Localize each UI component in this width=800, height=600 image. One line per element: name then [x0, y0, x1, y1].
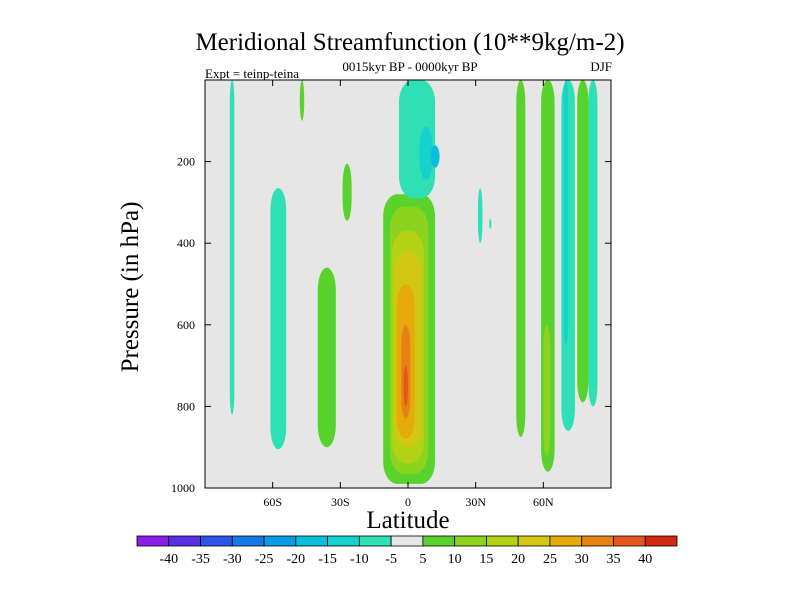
- colorbar-swatch: [295, 535, 328, 547]
- colorbar-label: 25: [543, 552, 557, 567]
- colorbar-swatch: [486, 535, 519, 547]
- colorbar-label: 40: [638, 552, 652, 567]
- colorbar-label: 30: [575, 552, 589, 567]
- colorbar-swatch: [644, 535, 678, 547]
- contour-cell-80n-pos: [577, 80, 589, 403]
- colorbar-swatch: [136, 535, 170, 547]
- contour-cell-50n-pos: [516, 80, 526, 437]
- contour-cell-upper-small: [299, 80, 305, 121]
- colorbar-label: 5: [419, 552, 426, 567]
- x-axis-label: Latitude: [366, 507, 449, 534]
- colorbar-swatch: [613, 535, 646, 547]
- y-tick-label: 800: [177, 399, 195, 413]
- colorbar: -40 -35 -30 -25 -20 -15 -10 -5 5 10 15 20 25 30 35 40: [136, 535, 678, 567]
- colorbar-swatch: [390, 535, 424, 547]
- contour-cell-upper-tropic-neg3: [430, 145, 440, 168]
- colorbar-label: -35: [191, 552, 210, 567]
- colorbar-label: -40: [159, 552, 178, 567]
- contour-cell-30s-upper: [342, 163, 352, 221]
- y-tick-label: 200: [177, 155, 195, 169]
- chart-subtitle: 0015kyr BP - 0000kyr BP: [342, 59, 477, 74]
- colorbar-label: 35: [606, 552, 620, 567]
- colorbar-label: 15: [479, 552, 493, 567]
- colorbar-label: 10: [448, 552, 462, 567]
- colorbar-swatch: [517, 535, 551, 547]
- colorbar-swatch: [327, 535, 360, 547]
- contour-cell-sh-upper-left: [229, 80, 235, 415]
- colorbar-swatch: [454, 535, 487, 547]
- colorbar-swatch: [358, 535, 392, 547]
- y-axis-label: Pressure (in hPa): [117, 202, 144, 373]
- season-label: DJF: [590, 59, 612, 74]
- colorbar-label: -5: [385, 552, 397, 567]
- chart-title: Meridional Streamfunction (10**9kg/m-2): [195, 29, 624, 56]
- contour-cell-30n-neg-dot: [489, 218, 492, 229]
- experiment-label: Expt = teinp-teina: [205, 66, 299, 81]
- plot-area: 60S 30S 0 30N 60N 200 400 600 800 1000: [171, 79, 612, 509]
- colorbar-label: -25: [255, 552, 274, 567]
- contour-cell-30n-neg: [477, 188, 483, 244]
- y-tick-label: 400: [177, 236, 195, 250]
- colorbar-swatch: [581, 535, 614, 547]
- x-tick-label: 60S: [263, 495, 282, 509]
- colorbar-swatch: [168, 535, 201, 547]
- contour-cell-70n-neg2: [563, 80, 569, 346]
- contour-cell-60n-pos2: [543, 324, 551, 456]
- contour-cell-60s-column: [270, 188, 287, 450]
- colorbar-swatch: [200, 535, 233, 547]
- x-tick-label: 30S: [331, 495, 350, 509]
- y-tick-label: 1000: [171, 481, 195, 495]
- colorbar-label: -30: [223, 552, 242, 567]
- y-tick-label: 600: [177, 318, 195, 332]
- colorbar-swatch: [549, 535, 583, 547]
- colorbar-swatch: [422, 535, 456, 547]
- colorbar-label: -20: [286, 552, 305, 567]
- contour-cell-upper-tropic-neg2: [419, 126, 433, 180]
- colorbar-swatch: [263, 535, 297, 547]
- x-tick-label: 60N: [533, 495, 554, 509]
- colorbar-label: 20: [511, 552, 525, 567]
- colorbar-label: -10: [350, 552, 369, 567]
- contour-cell-30s-low: [317, 267, 336, 448]
- colorbar-swatch: [231, 535, 265, 547]
- contour-cell-equatorial-35: [403, 365, 408, 407]
- x-tick-label: 30N: [465, 495, 486, 509]
- colorbar-label: -15: [318, 552, 337, 567]
- x-tick-label: 0: [405, 495, 411, 509]
- contour-cell-80n-neg: [588, 80, 598, 407]
